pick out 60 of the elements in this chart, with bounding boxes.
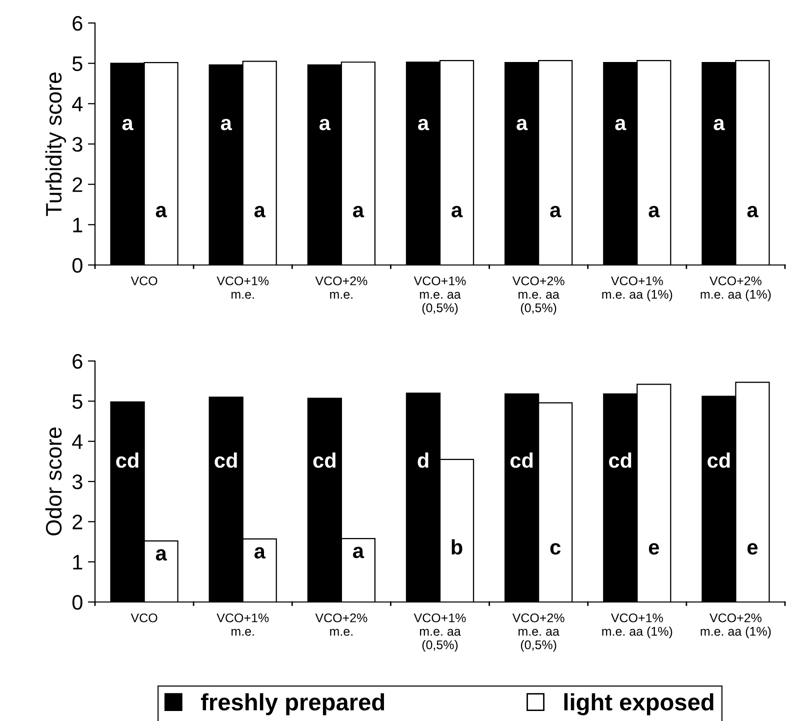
y-tick-label: 1 <box>73 218 82 232</box>
data-label: a <box>615 118 626 130</box>
data-label: b <box>452 539 462 555</box>
data-label: a <box>156 549 167 561</box>
data-label: e <box>648 543 659 555</box>
data-label: a <box>418 118 430 130</box>
data-label: a <box>516 118 528 130</box>
x-tick-label: VCO+1% m.e. aa (1%) <box>602 276 672 302</box>
data-label: d <box>418 452 428 468</box>
y-tick-label: 6 <box>72 354 82 369</box>
y-tick-label: 5 <box>72 56 82 72</box>
y-tick-label: 3 <box>72 137 82 152</box>
x-tick-label: VCO+1% m.e. aa (0,5%) <box>414 613 466 652</box>
data-label: a <box>319 118 331 130</box>
legend-label: light exposed <box>564 693 714 716</box>
y-tick-label: 1 <box>73 555 82 570</box>
data-label: cd <box>214 452 237 468</box>
data-label: a <box>156 206 167 218</box>
x-tick-label: VCO+1% m.e. <box>216 613 269 636</box>
data-label: a <box>714 118 725 130</box>
y-tick-label: 0 <box>72 258 82 273</box>
data-label: a <box>353 206 364 218</box>
x-tick-label: VCO+2% m.e. aa (0,5%) <box>512 613 564 652</box>
data-label: e <box>747 543 758 555</box>
data-label: cd <box>510 452 533 468</box>
data-label: a <box>648 206 660 218</box>
data-label: cd <box>313 452 336 468</box>
x-tick-label: VCO+2% m.e. <box>315 613 368 636</box>
x-tick-label: VCO <box>130 276 158 286</box>
data-label: a <box>220 118 232 130</box>
data-label: a <box>353 546 364 558</box>
data-label: c <box>550 543 561 555</box>
x-tick-label: VCO+1% m.e. aa (0,5%) <box>414 276 466 315</box>
x-tick-label: VCO+2% m.e. aa (1%) <box>700 276 771 302</box>
data-label: a <box>254 547 266 559</box>
y-axis-title: Odor score <box>45 428 62 536</box>
y-tick-label: 4 <box>72 96 83 112</box>
y-tick-label: 2 <box>72 177 82 192</box>
x-tick-label: VCO+2% m.e. <box>315 276 368 299</box>
x-tick-label: VCO+1% m.e. <box>216 276 269 299</box>
y-tick-label: 4 <box>72 434 83 449</box>
x-tick-label: VCO+2% m.e. aa (0,5%) <box>512 276 564 315</box>
y-tick-label: 5 <box>72 394 82 409</box>
legend-label: freshly prepared <box>200 693 384 716</box>
y-axis-title: Turbidity score <box>45 72 66 216</box>
y-tick-label: 0 <box>72 595 82 610</box>
data-label: a <box>254 206 266 218</box>
y-tick-label: 3 <box>72 474 82 490</box>
data-label: a <box>122 118 134 130</box>
data-label: cd <box>609 452 632 468</box>
x-tick-label: VCO <box>130 613 158 622</box>
data-label: a <box>550 206 562 218</box>
y-tick-label: 2 <box>72 514 82 530</box>
x-tick-label: VCO+1% m.e. aa (1%) <box>602 613 672 638</box>
data-label: a <box>452 206 463 218</box>
x-tick-label: VCO+2% m.e. aa (1%) <box>700 613 771 638</box>
data-label: cd <box>708 452 730 468</box>
y-tick-label: 6 <box>72 16 82 31</box>
data-label: cd <box>116 452 138 468</box>
data-label: a <box>747 206 758 218</box>
